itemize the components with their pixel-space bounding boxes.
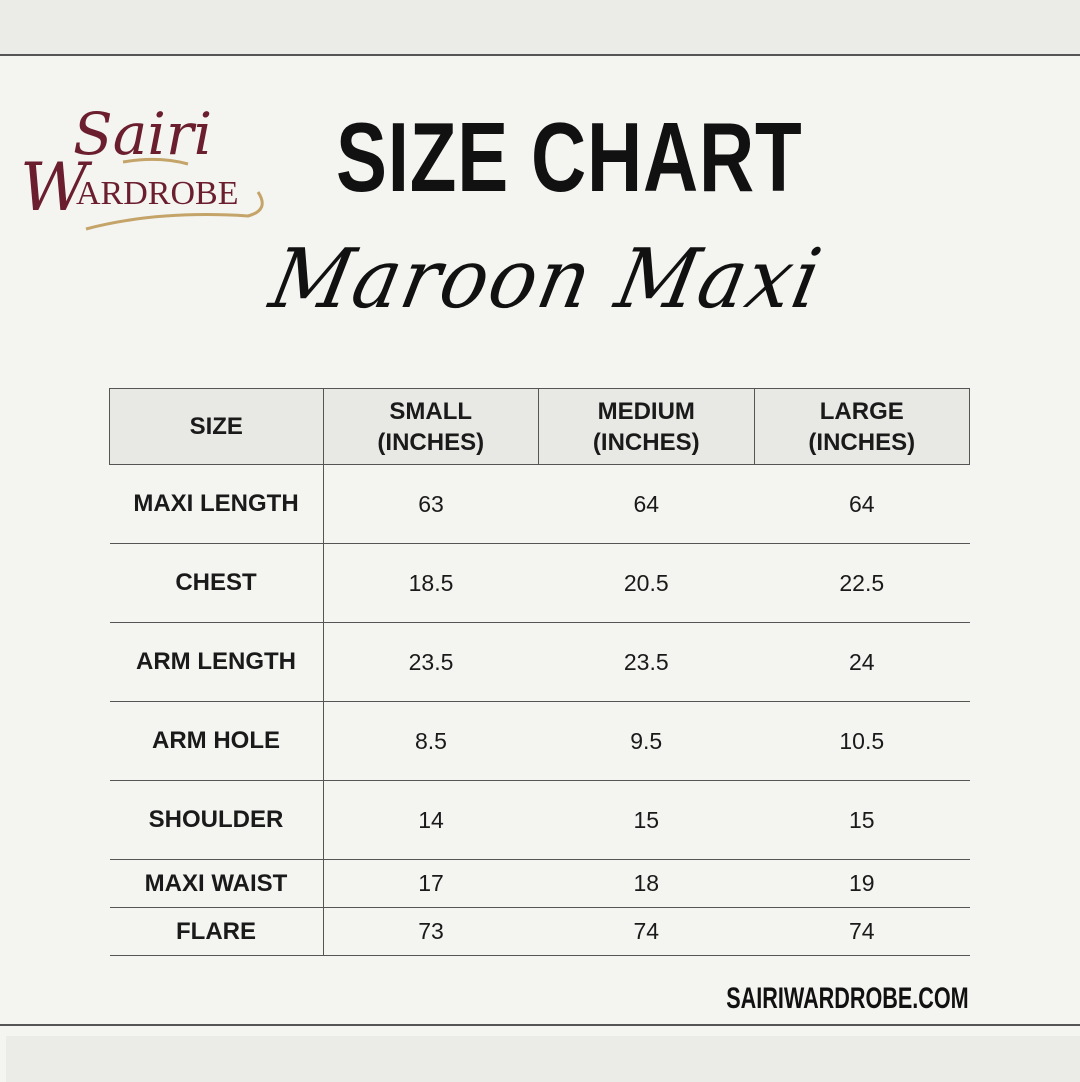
table-row: CHEST 18.5 20.5 22.5: [109, 543, 970, 623]
cell-medium: 9.5: [538, 701, 754, 781]
cell-medium: 18: [538, 859, 754, 908]
cell-large: 22.5: [754, 543, 970, 623]
cell-small: 8.5: [323, 701, 539, 781]
svg-text:Sairi: Sairi: [73, 100, 212, 168]
row-label: SHOULDER: [109, 780, 324, 860]
row-label: ARM LENGTH: [109, 622, 324, 702]
cell-medium: 23.5: [538, 622, 754, 702]
sairi-wardrobe-logo: Sairi W ARDROBE: [20, 100, 264, 231]
bottom-band: [0, 1024, 1080, 1082]
product-name: Maroon Maxi: [262, 232, 831, 327]
cell-small: 14: [323, 780, 539, 860]
cell-small: 23.5: [323, 622, 539, 702]
cell-small: 63: [323, 464, 539, 544]
table-row: MAXI WAIST 17 18 19: [109, 859, 970, 908]
cell-large: 74: [754, 907, 970, 956]
table-row: MAXI LENGTH 63 64 64: [109, 464, 970, 544]
cell-small: 18.5: [323, 543, 539, 623]
row-label: ARM HOLE: [109, 701, 324, 781]
table-row: ARM HOLE 8.5 9.5 10.5: [109, 701, 970, 781]
table-row: FLARE 73 74 74: [109, 907, 970, 956]
table-header-row: SIZE SMALL (INCHES) MEDIUM (INCHES) LARGE(…: [109, 388, 970, 465]
column-header-size: SIZE: [109, 388, 324, 465]
top-band: [0, 0, 1080, 56]
row-label: MAXI LENGTH: [109, 464, 324, 544]
cell-large: 64: [754, 464, 970, 544]
svg-text:W: W: [20, 149, 93, 226]
row-label: MAXI WAIST: [109, 859, 324, 908]
row-label: CHEST: [109, 543, 324, 623]
cell-medium: 64: [538, 464, 754, 544]
page-title: SIZE CHART: [336, 102, 803, 212]
cell-large: 24: [754, 622, 970, 702]
cell-medium: 20.5: [538, 543, 754, 623]
column-header-medium: MEDIUM (INCHES): [538, 388, 755, 465]
size-table: SIZE SMALL (INCHES) MEDIUM (INCHES) LARGE(…: [109, 388, 970, 956]
table-row: ARM LENGTH 23.5 23.5 24: [109, 622, 970, 702]
cell-medium: 15: [538, 780, 754, 860]
column-header-small: SMALL (INCHES): [322, 388, 539, 465]
cell-large: 15: [754, 780, 970, 860]
website-url: SAIRIWARDROBE.COM: [726, 982, 969, 1015]
cell-small: 73: [323, 907, 539, 956]
column-header-large: LARGE (INCHES): [753, 388, 970, 465]
cell-small: 17: [323, 859, 539, 908]
cell-large: 10.5: [754, 701, 970, 781]
cell-large: 19: [754, 859, 970, 908]
row-label: FLARE: [109, 907, 324, 956]
table-row: SHOULDER 14 15 15: [109, 780, 970, 860]
cell-medium: 74: [538, 907, 754, 956]
svg-text:ARDROBE: ARDROBE: [76, 175, 238, 212]
